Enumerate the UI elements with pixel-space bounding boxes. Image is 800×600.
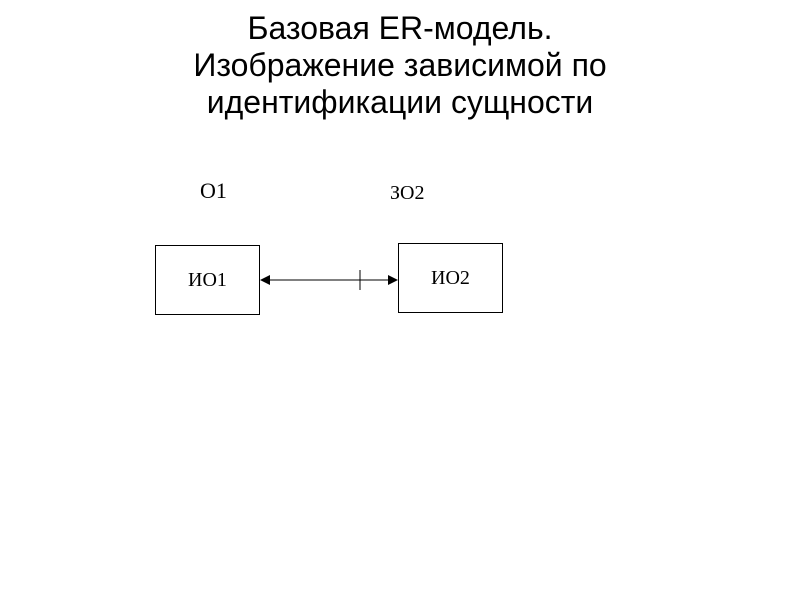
arrowhead-right-icon [388, 275, 398, 285]
arrowhead-left-icon [260, 275, 270, 285]
er-diagram-slide: Базовая ER-модель. Изображение зависимой… [0, 0, 800, 600]
relationship-connector [0, 0, 800, 600]
